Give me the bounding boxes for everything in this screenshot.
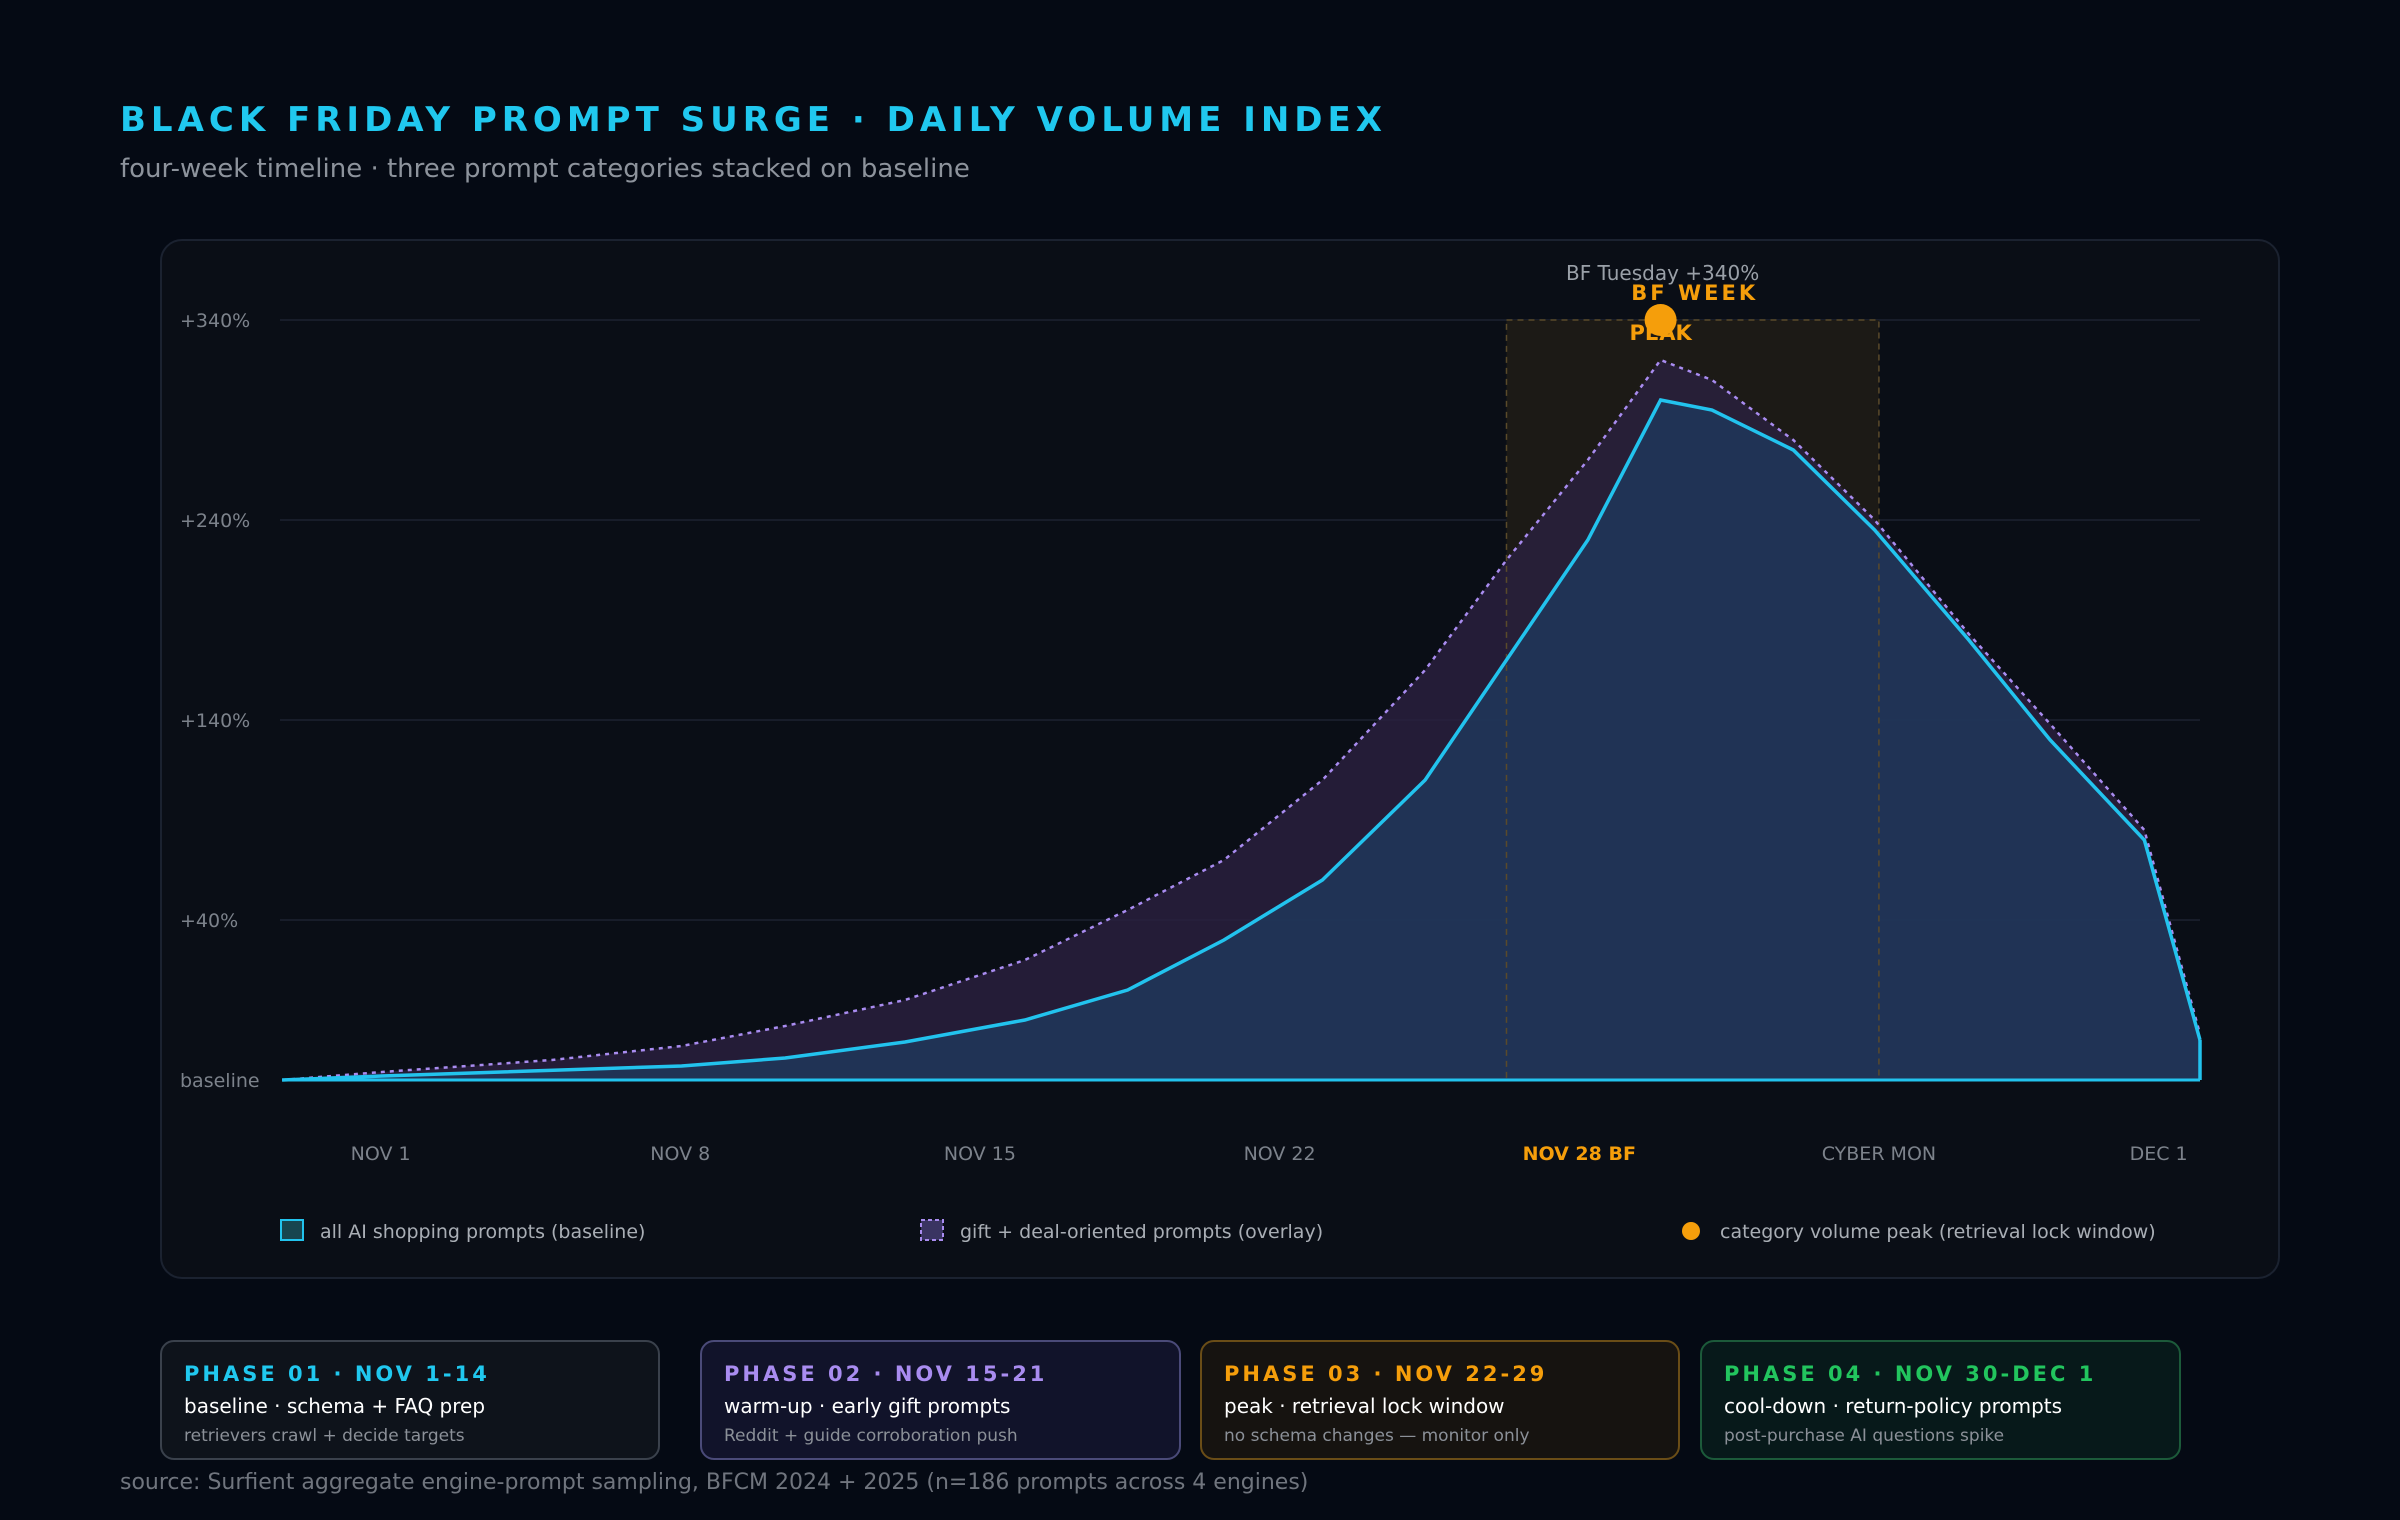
phase-title: PHASE 02 · NOV 15-21 bbox=[724, 1362, 1048, 1386]
phase-title: PHASE 04 · NOV 30-DEC 1 bbox=[1724, 1362, 2097, 1386]
phase-card-2: PHASE 02 · NOV 15-21 warm-up · early gif… bbox=[700, 1340, 1181, 1460]
chart-panel bbox=[160, 239, 2280, 1279]
phase-note: post-purchase AI questions spike bbox=[1724, 1426, 2005, 1446]
chart-title: BLACK FRIDAY PROMPT SURGE · DAILY VOLUME… bbox=[120, 100, 1387, 140]
phase-description: peak · retrieval lock window bbox=[1224, 1394, 1505, 1418]
phase-card-3: PHASE 03 · NOV 22-29 peak · retrieval lo… bbox=[1200, 1340, 1680, 1460]
phase-title: PHASE 03 · NOV 22-29 bbox=[1224, 1362, 1548, 1386]
phase-card-4: PHASE 04 · NOV 30-DEC 1 cool-down · retu… bbox=[1700, 1340, 2181, 1460]
phase-note: retrievers crawl + decide targets bbox=[184, 1426, 465, 1446]
phase-description: cool-down · return-policy prompts bbox=[1724, 1394, 2063, 1418]
phase-description: baseline · schema + FAQ prep bbox=[184, 1394, 486, 1418]
phase-card-1: PHASE 01 · NOV 1-14 baseline · schema + … bbox=[160, 1340, 660, 1460]
phase-note: Reddit + guide corroboration push bbox=[724, 1426, 1018, 1446]
phase-note: no schema changes — monitor only bbox=[1224, 1426, 1530, 1446]
chart-subtitle: four-week timeline · three prompt catego… bbox=[120, 154, 970, 184]
source-note: source: Surfient aggregate engine-prompt… bbox=[120, 1470, 1309, 1495]
phase-description: warm-up · early gift prompts bbox=[724, 1394, 1011, 1418]
phase-title: PHASE 01 · NOV 1-14 bbox=[184, 1362, 490, 1386]
